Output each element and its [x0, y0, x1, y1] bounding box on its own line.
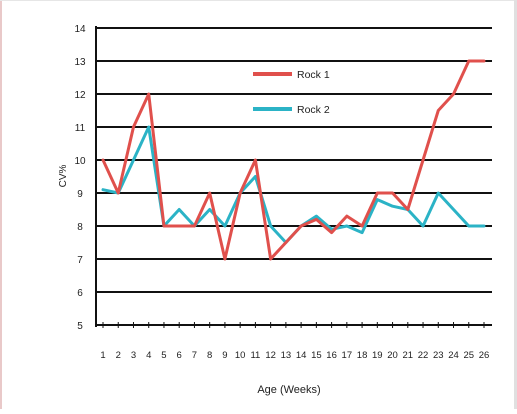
y-tick-label: 12	[74, 90, 86, 101]
legend-label: Rock 2	[297, 104, 330, 116]
x-tick-label: 4	[146, 350, 151, 361]
x-tick-label: 8	[207, 350, 212, 361]
x-tick-label: 17	[342, 350, 353, 361]
grid-lines	[96, 27, 492, 326]
x-tick-label: 20	[387, 350, 398, 361]
x-tick-label: 16	[326, 350, 337, 361]
y-tick-label: 5	[77, 321, 83, 332]
frame-top-edge	[0, 0, 517, 1]
x-tick-labels: 1 2 3 4 5 6 7 8 9 10 11 12 13 14 15 16 17 18 19 20 21 22 23 24 2…	[100, 322, 489, 361]
x-tick-label: 12	[265, 350, 276, 361]
legend: Rock 1 Rock 2	[253, 69, 330, 116]
x-tick-label: 6	[177, 350, 182, 361]
series-line-1	[101, 59, 486, 261]
x-tick-label: 19	[372, 350, 383, 361]
x-tick-label: 7	[192, 350, 197, 361]
y-tick-label: 9	[77, 189, 83, 200]
x-tick-label: 11	[250, 350, 260, 361]
x-axis-label: Age (Weeks)	[257, 384, 320, 396]
frame-right-edge	[514, 0, 517, 409]
x-tick-label: 15	[311, 350, 322, 361]
y-tick-label: 11	[75, 123, 86, 134]
series-layer	[101, 59, 486, 261]
y-tick-label: 6	[77, 288, 83, 299]
y-tick-label: 7	[77, 255, 83, 266]
legend-label: Rock 1	[297, 69, 330, 81]
x-tick-label: 5	[161, 350, 166, 361]
y-tick-label: 13	[74, 57, 86, 68]
y-tick-label: 10	[74, 156, 86, 167]
x-tick-label: 1	[100, 350, 105, 361]
x-tick-label: 24	[448, 350, 459, 361]
x-tick-label: 3	[131, 350, 136, 361]
x-tick-label: 18	[357, 350, 368, 361]
frame-left-edge	[0, 0, 2, 409]
x-tick-label: 21	[403, 350, 414, 361]
x-tick-label: 25	[463, 350, 474, 361]
x-tick-label: 10	[235, 350, 246, 361]
y-axis-label: CV%	[58, 165, 69, 188]
y-tick-labels: 5 6 7 8 9 10 11 12 13 14	[74, 24, 86, 332]
x-tick-label: 13	[281, 350, 292, 361]
x-tick-label: 23	[433, 350, 444, 361]
y-tick-label: 8	[77, 222, 83, 233]
x-tick-label: 26	[479, 350, 490, 361]
y-tick-label: 14	[74, 24, 86, 35]
x-tick-label: 22	[418, 350, 429, 361]
x-tick-label: 9	[222, 350, 227, 361]
x-tick-label: 14	[296, 350, 307, 361]
x-tick-label: 2	[116, 350, 121, 361]
